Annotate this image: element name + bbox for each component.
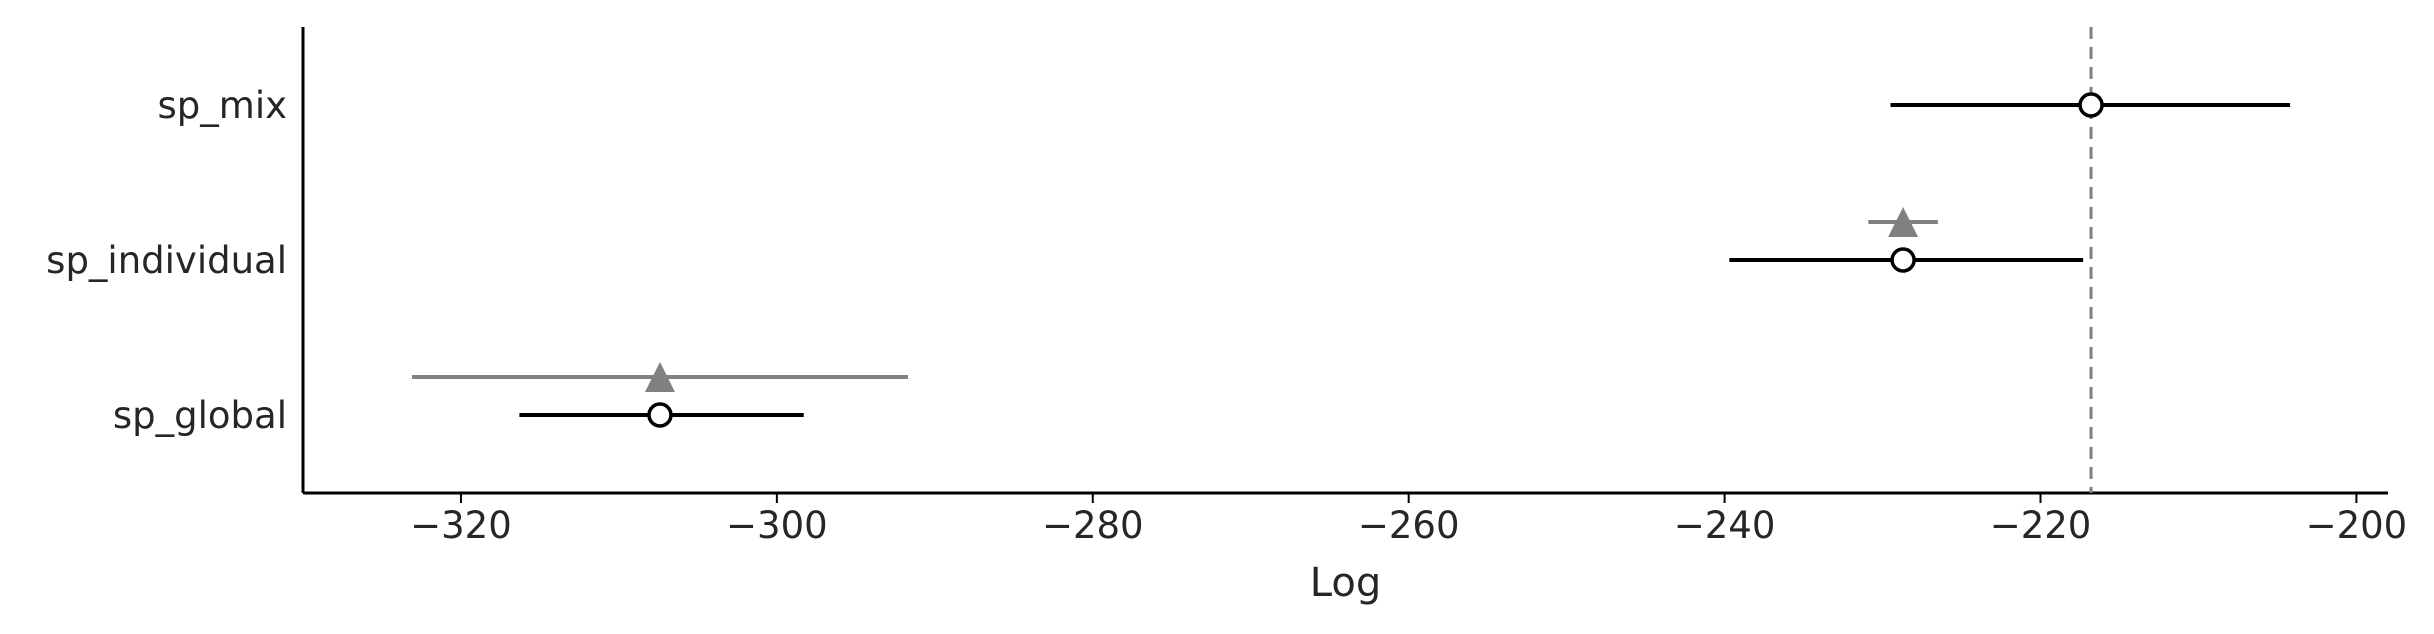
point-triangle	[644, 362, 675, 392]
x-tick-label: −280	[1042, 504, 1144, 547]
y-tick-label: sp_individual	[46, 239, 287, 282]
x-ticks: −320 −300 −280 −260 −240 −220 −200	[410, 493, 2407, 547]
y-tick-label: sp_global	[113, 394, 287, 437]
x-axis-label: Log	[1310, 560, 1381, 606]
point-triangle	[1888, 207, 1919, 237]
x-tick-label: −220	[1990, 504, 2092, 547]
x-tick-label: −200	[2306, 504, 2408, 547]
x-tick-label: −320	[410, 504, 512, 547]
x-tick-label: −240	[1674, 504, 1776, 547]
x-tick-label: −260	[1358, 504, 1460, 547]
point-circle	[647, 402, 673, 428]
y-tick-label: sp_mix	[158, 84, 287, 127]
point-circle	[2078, 92, 2104, 118]
x-tick-label: −300	[726, 504, 828, 547]
point-circle	[1890, 247, 1916, 273]
data-marks	[411, 92, 2291, 428]
y-tick-labels: sp_mix sp_individual sp_global	[46, 84, 287, 437]
